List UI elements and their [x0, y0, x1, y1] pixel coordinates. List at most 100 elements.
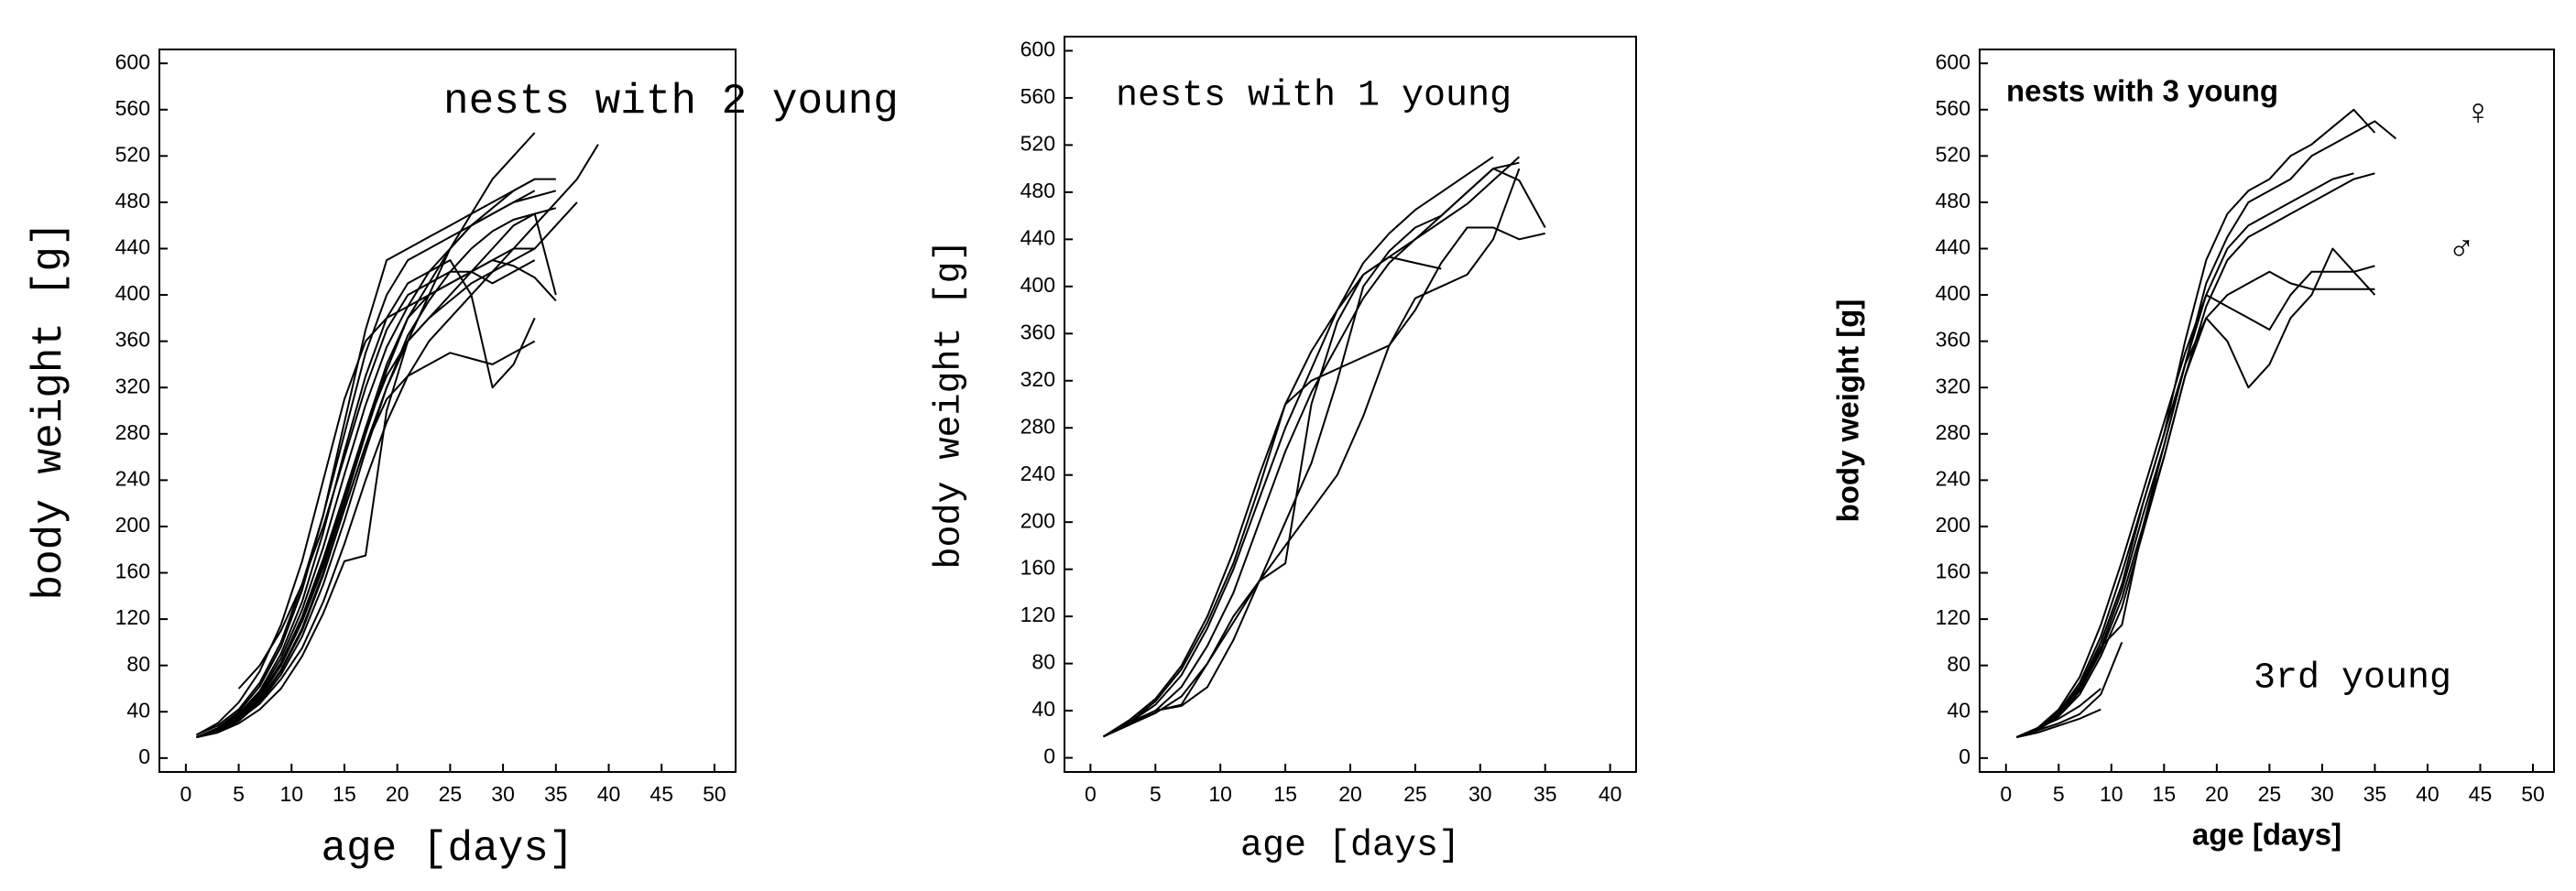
y-tick-label: 520 [1936, 142, 1970, 166]
growth-line [2015, 247, 2376, 739]
x-tick-label: 10 [1208, 782, 1232, 806]
chart-title: nests with 3 young [2006, 74, 2278, 108]
growth-line [196, 132, 536, 739]
growth-line [196, 144, 599, 739]
y-tick-label: 0 [138, 744, 150, 768]
x-tick-label: 0 [180, 782, 191, 806]
y-tick-label: 160 [1936, 560, 1970, 583]
y-tick-label: 80 [126, 652, 150, 676]
x-tick-label: 0 [1085, 782, 1097, 806]
y-tick-label: 280 [1936, 420, 1970, 444]
y-tick-label: 480 [115, 189, 150, 212]
y-tick-label: 320 [115, 374, 150, 397]
chart-title: nests with 1 young [1116, 76, 1512, 117]
x-tick-label: 35 [544, 782, 568, 806]
x-tick-label: 35 [2363, 782, 2387, 806]
y-tick-label: 560 [1936, 96, 1970, 120]
y-tick-label: 240 [1021, 462, 1055, 485]
growth-line [196, 259, 557, 739]
x-axis-label: age [days] [321, 825, 573, 873]
x-tick-label: 5 [1150, 782, 1162, 806]
growth-line [195, 190, 536, 736]
y-tick-label: 560 [115, 96, 150, 120]
growth-line [2016, 708, 2101, 739]
y-tick-label: 200 [1021, 508, 1055, 532]
y-tick-label: 280 [1021, 414, 1055, 438]
growth-line [1103, 168, 1546, 738]
growth-line [196, 201, 578, 739]
y-tick-label: 160 [1021, 556, 1055, 580]
growth-line [1103, 255, 1442, 738]
annotation: ♀ [2464, 92, 2492, 133]
y-tick-label: 480 [1021, 179, 1055, 202]
y-tick-label: 400 [1936, 281, 1970, 305]
growth-line [2015, 172, 2375, 739]
x-tick-label: 40 [1599, 782, 1622, 806]
growth-line [1103, 161, 1520, 738]
x-axis-label: age [days] [1240, 826, 1460, 867]
y-tick-label: 320 [1021, 367, 1055, 391]
y-tick-label: 600 [1021, 38, 1055, 61]
x-axis-label: age [days] [2192, 818, 2341, 852]
growth-line [196, 259, 536, 739]
growth-line [1103, 156, 1494, 738]
y-tick-label: 40 [1031, 697, 1055, 721]
y-tick-label: 400 [115, 281, 150, 305]
x-tick-label: 20 [2205, 782, 2229, 806]
x-tick-label: 45 [2469, 782, 2493, 806]
annotation: ♂ [2448, 229, 2475, 269]
y-tick-label: 200 [115, 513, 150, 537]
y-tick-label: 120 [1936, 605, 1970, 629]
y-tick-label: 200 [1936, 513, 1970, 537]
plot-frame [158, 49, 737, 773]
y-tick-label: 120 [115, 605, 150, 629]
x-tick-label: 30 [2310, 782, 2334, 806]
growth-line [196, 207, 557, 739]
x-tick-label: 0 [2000, 782, 2012, 806]
x-tick-label: 5 [2053, 782, 2065, 806]
x-tick-label: 15 [333, 782, 356, 806]
growth-line [1102, 226, 1545, 738]
y-tick-label: 600 [115, 49, 150, 73]
y-tick-label: 320 [1936, 374, 1970, 397]
x-tick-label: 25 [2258, 782, 2282, 806]
y-tick-label: 0 [1959, 744, 1970, 768]
growth-line [2015, 265, 2375, 739]
y-tick-label: 560 [1021, 84, 1055, 108]
x-tick-label: 40 [597, 782, 621, 806]
x-tick-label: 5 [233, 782, 245, 806]
x-tick-label: 50 [2521, 782, 2545, 806]
y-tick-label: 80 [1031, 650, 1055, 674]
x-tick-label: 10 [2100, 782, 2123, 806]
x-tick-label: 45 [649, 782, 673, 806]
y-tick-label: 440 [115, 235, 150, 259]
growth-line [1103, 156, 1521, 738]
x-tick-label: 20 [1338, 782, 1362, 806]
plot-frame [1979, 49, 2555, 773]
x-tick-label: 30 [491, 782, 515, 806]
y-tick-label: 40 [1947, 698, 1970, 722]
growth-line [2015, 172, 2354, 739]
y-tick-label: 40 [126, 698, 150, 722]
growth-line [2015, 688, 2101, 739]
growth-line [195, 178, 536, 739]
x-tick-label: 30 [1468, 782, 1492, 806]
x-tick-label: 25 [439, 782, 463, 806]
y-tick-label: 440 [1021, 225, 1055, 249]
y-tick-label: 520 [115, 142, 150, 166]
plot-frame [1064, 36, 1637, 773]
x-tick-label: 50 [703, 782, 726, 806]
y-tick-label: 360 [115, 328, 150, 352]
y-tick-label: 480 [1936, 189, 1970, 212]
growth-line [2015, 642, 2123, 739]
growth-line [2015, 270, 2375, 739]
growth-line [195, 247, 535, 736]
x-tick-label: 35 [1534, 782, 1557, 806]
y-tick-label: 120 [1021, 603, 1055, 626]
x-tick-label: 25 [1403, 782, 1427, 806]
y-tick-label: 600 [1936, 49, 1970, 73]
growth-line [237, 259, 536, 690]
y-tick-label: 240 [115, 466, 150, 490]
y-tick-label: 160 [115, 560, 150, 583]
x-tick-label: 15 [2153, 782, 2177, 806]
